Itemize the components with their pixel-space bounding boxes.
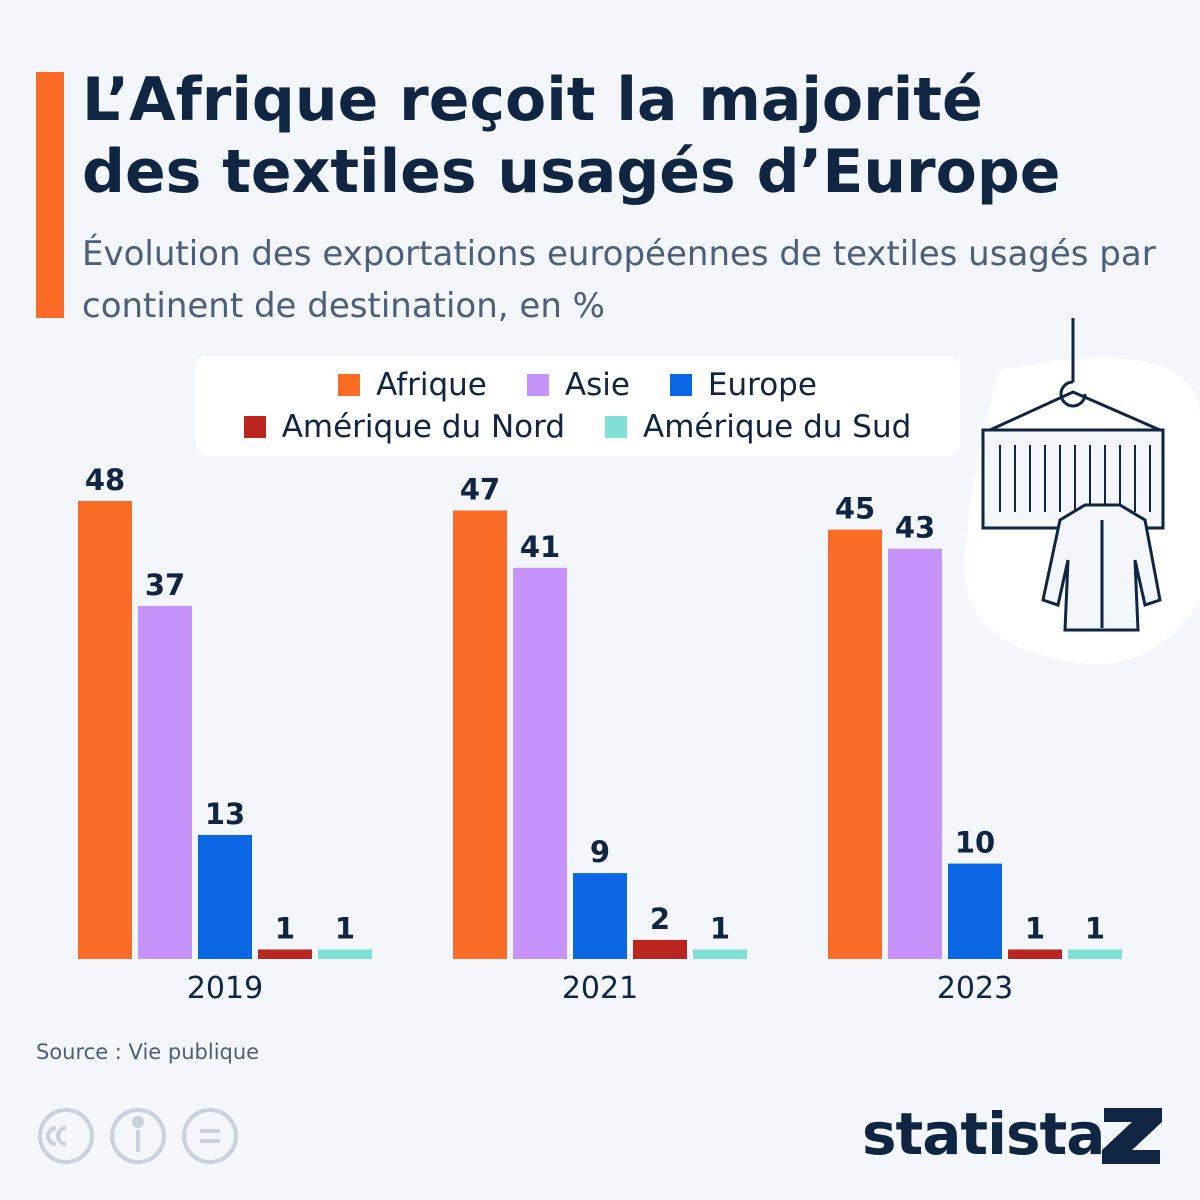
bar [948, 863, 1002, 959]
x-tick-label: 2021 [562, 971, 638, 1006]
legend-label: Amérique du Nord [281, 409, 566, 445]
source-note: Source : Vie publique [36, 1040, 260, 1064]
brand-name: statista [862, 1100, 1105, 1168]
license-icons [38, 1108, 238, 1164]
value-label: 1 [335, 911, 355, 945]
legend-swatch [605, 416, 628, 438]
value-label: 1 [1025, 911, 1045, 945]
bar [138, 605, 192, 959]
bar [513, 567, 567, 959]
legend-item: Europe [669, 366, 817, 404]
legend-label: Asie [564, 367, 630, 403]
bar [828, 529, 882, 959]
value-label: 1 [710, 911, 730, 945]
bar [198, 834, 252, 959]
bar [693, 949, 747, 959]
value-label: 43 [895, 511, 935, 545]
legend-swatch [243, 416, 266, 438]
value-label: 1 [275, 911, 295, 945]
value-label: 45 [835, 492, 875, 526]
value-label: 10 [955, 826, 995, 860]
legend-label: Europe [707, 367, 817, 403]
value-label: 48 [85, 463, 125, 497]
legend-item: Afrique [338, 366, 487, 404]
legend-swatch [526, 374, 549, 396]
legend-swatch [669, 374, 692, 396]
bar [633, 939, 687, 959]
chart-subtitle: Évolution des exportations européennes d… [82, 234, 1156, 326]
legend-item: Amérique du Nord [243, 408, 566, 446]
legend-label: Amérique du Sud [643, 409, 912, 445]
value-label: 1 [1085, 911, 1105, 945]
bar [78, 501, 132, 959]
bar [1068, 949, 1122, 959]
illustration [964, 318, 1200, 664]
bar [318, 949, 372, 959]
value-label: 9 [590, 835, 610, 869]
legend-item: Asie [526, 366, 630, 404]
value-label: 41 [520, 530, 560, 564]
value-label: 2 [650, 902, 670, 936]
value-label: 13 [205, 797, 245, 831]
x-tick-label: 2019 [187, 971, 263, 1006]
legend-swatch [338, 374, 361, 396]
brand-logo [1102, 1108, 1162, 1164]
x-tick-label: 2023 [937, 971, 1013, 1006]
bar [258, 949, 312, 959]
legend: Afrique Asie Europe Amérique du Nord Amériqu… [195, 356, 960, 456]
bar [888, 548, 942, 959]
value-label: 37 [145, 568, 185, 602]
accent-bar [36, 72, 64, 318]
legend-label: Afrique [376, 367, 487, 403]
value-label: 47 [460, 473, 500, 507]
legend-item: Amérique du Sud [605, 408, 911, 446]
bar [573, 873, 627, 959]
bar [453, 510, 507, 959]
chart-title: L’Afrique reçoit la majorité des textile… [82, 65, 1061, 207]
bar [1008, 949, 1062, 959]
